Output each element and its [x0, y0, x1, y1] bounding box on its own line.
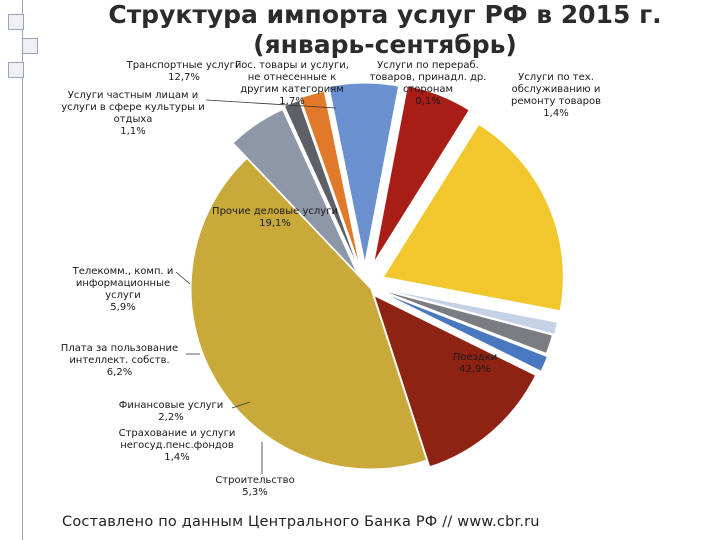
slice-label-value: 1,7%	[279, 96, 305, 107]
slice-label-name: Услуги по перераб. товаров, принадл. др.…	[369, 60, 487, 95]
slice-label: Страхование и услуги негосуд.пенс.фондов…	[112, 428, 242, 464]
pie-slice	[380, 288, 558, 336]
slice-label-value: 19,1%	[259, 218, 291, 229]
slice-label-value: 6,2%	[106, 367, 133, 378]
slice-label: Прочие деловые услуги 19,1%	[200, 206, 350, 230]
chart-title-line1: Структура импорта услуг РФ в 2015 г.	[108, 0, 662, 29]
slice-label-name: Транспортные услуги	[126, 60, 242, 71]
slice-label: Строительство 5,3%	[210, 475, 300, 499]
pie-slice	[373, 294, 537, 468]
slice-label-name: Финансовые услуги	[118, 400, 224, 411]
pie-slice	[373, 85, 470, 263]
slice-label-name: Поездки	[452, 352, 498, 363]
slice-label-name: Гос. товары и услуги, не отнесенные к др…	[235, 60, 349, 95]
pie-slice	[299, 90, 361, 268]
pie-slice	[379, 290, 549, 372]
slice-label: Плата за пользование интеллект. собств. 6…	[52, 343, 187, 379]
slice-label: Услуги по перераб. товаров, принадл. др.…	[358, 60, 498, 108]
slice-label-value: 1,4%	[164, 452, 190, 463]
slice-label-name: Прочие деловые услуги	[212, 206, 338, 217]
slice-label-name: Плата за пользование интеллект. собств.	[60, 343, 179, 366]
frame-square	[8, 62, 24, 78]
slice-label: Поездки 42,9%	[420, 352, 530, 376]
pie-slice	[232, 108, 358, 274]
slice-label: Транспортные услуги 12,7%	[116, 60, 252, 84]
slice-label-value: 0,1%	[415, 96, 441, 107]
frame-square	[22, 38, 38, 54]
pie-slice	[283, 99, 360, 271]
chart-title: Структура импорта услуг РФ в 2015 г. (ян…	[60, 0, 710, 60]
slice-label: Финансовые услуги 2,2%	[112, 400, 230, 424]
frame-line	[22, 0, 23, 540]
slice-label-value: 2,2%	[158, 412, 184, 423]
slice-label-name: Строительство	[215, 475, 295, 486]
slide-frame	[0, 0, 44, 540]
slice-label: Телекомм., комп. и информационные услуги…	[58, 266, 188, 314]
leader-line	[175, 271, 191, 285]
slice-label-value: 12,7%	[168, 72, 200, 83]
slice-label: Гос. товары и услуги, не отнесенные к др…	[228, 60, 356, 108]
leader-line	[231, 401, 251, 409]
frame-square	[8, 14, 24, 30]
slice-label-name: Услуги частным лицам и услуги в сфере ку…	[61, 90, 205, 125]
slice-label-name: Страхование и услуги негосуд.пенс.фондов	[118, 428, 236, 451]
slice-label-name: Телекомм., комп. и информационные услуги	[72, 266, 174, 301]
slice-label: Услуги по тех. обслуживанию и ремонту то…	[500, 72, 612, 120]
slice-label-value: 5,9%	[110, 302, 136, 313]
pie-slice	[382, 123, 564, 312]
slice-label-value: 1,4%	[543, 108, 569, 119]
slice-label-value: 5,3%	[242, 487, 268, 498]
leader-line	[205, 99, 337, 109]
pie-slice	[328, 82, 400, 264]
pie-slice	[379, 290, 549, 357]
slice-label-value: 1,1%	[120, 126, 146, 137]
slice-label-name: Услуги по тех. обслуживанию и ремонту то…	[511, 72, 601, 107]
source-note: Составлено по данным Центрального Банка …	[62, 514, 540, 530]
pie-slice	[190, 157, 428, 470]
slice-label-value: 42,9%	[459, 364, 491, 375]
pie-slice	[378, 288, 553, 355]
slice-label: Услуги частным лицам и услуги в сфере ку…	[58, 90, 208, 138]
chart-title-line2: (январь-сентябрь)	[253, 30, 517, 59]
